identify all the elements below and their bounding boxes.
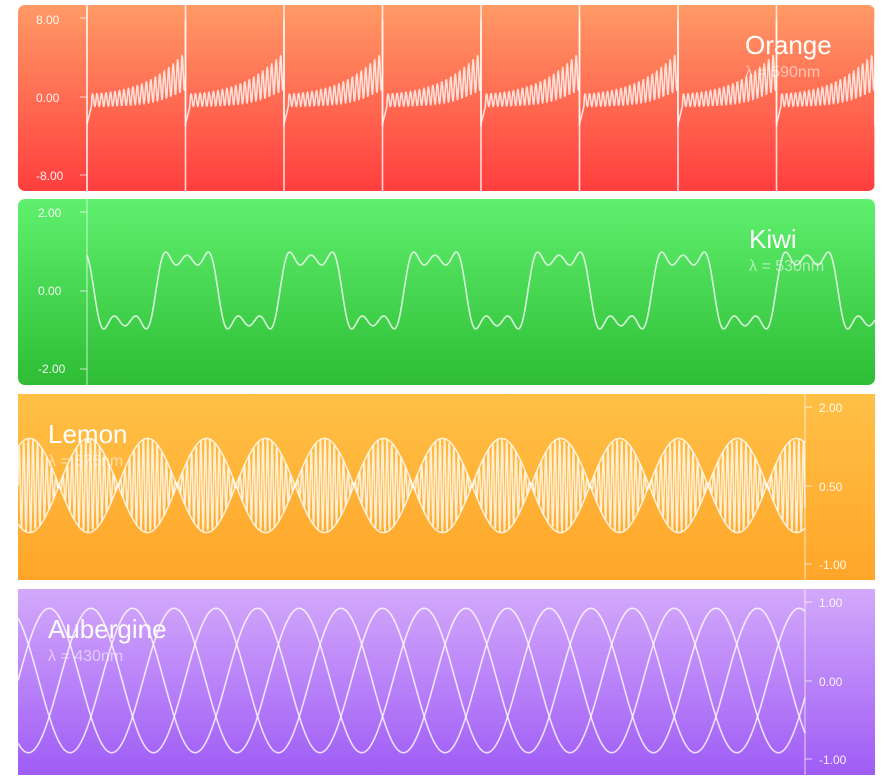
y-tick-label: -8.00 [36, 169, 64, 183]
chart-title: Aubergine [48, 614, 167, 644]
y-tick-label: -1.00 [819, 558, 847, 572]
panel-background [18, 589, 875, 775]
y-tick-label: -1.00 [819, 753, 847, 767]
y-tick-label: 0.00 [38, 284, 62, 298]
aubergine-panel: 1.00 0.00 -1.00 Aubergine λ = 430nm [18, 589, 875, 775]
panel-background [18, 199, 875, 385]
orange-panel: 8.00 0.00 -8.00 Orange λ = 590nm [18, 5, 875, 191]
y-tick-label: 2.00 [38, 206, 62, 220]
kiwi-chart [18, 199, 875, 385]
aubergine-chart [18, 589, 875, 775]
y-tick-label: 2.00 [819, 401, 843, 415]
orange-chart [18, 5, 875, 191]
y-tick-label: 0.00 [36, 91, 60, 105]
chart-subtitle: λ = 430nm [48, 648, 124, 665]
y-tick-label: 1.00 [819, 596, 843, 610]
series-line [18, 437, 806, 534]
series-line [86, 251, 875, 330]
chart-title: Orange [745, 30, 832, 60]
series-line [18, 437, 806, 534]
y-tick-label: 0.50 [819, 480, 843, 494]
chart-subtitle: λ = 590nm [745, 64, 821, 81]
y-tick-label: 8.00 [36, 13, 60, 27]
lemon-chart [18, 394, 875, 580]
chart-subtitle: λ = 530nm [749, 258, 825, 275]
y-tick-label: 0.00 [819, 675, 843, 689]
chart-subtitle: λ = 575nm [48, 453, 124, 470]
chart-title: Kiwi [749, 224, 797, 254]
series-line [18, 437, 806, 534]
y-tick-label: -2.00 [38, 362, 66, 376]
kiwi-panel: 2.00 0.00 -2.00 Kiwi λ = 530nm [18, 199, 875, 385]
series-line [18, 607, 806, 754]
lemon-panel: 2.00 0.50 -1.00 Lemon λ = 575nm [18, 394, 875, 580]
series-line [86, 19, 875, 127]
chart-title: Lemon [48, 419, 128, 449]
series-line [18, 607, 806, 754]
